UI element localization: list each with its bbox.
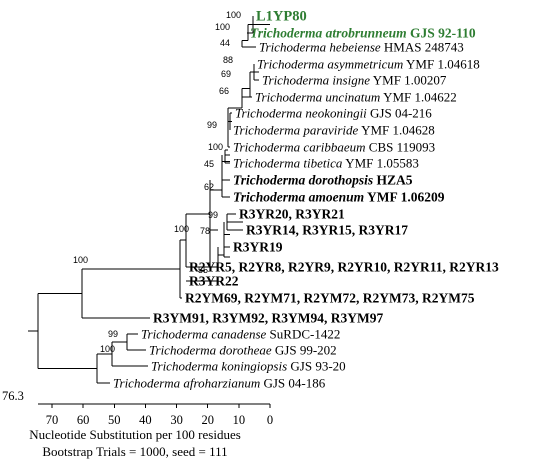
taxon-label-amoenum: Trichoderma amoenum YMF 1.06209 (233, 190, 445, 205)
bootstrap-value: 99 (208, 210, 218, 220)
axis-tick-label: 70 (46, 413, 59, 427)
taxon-label-R2YM69: R2YM69, R2YM71, R2YM72, R2YM73, R2YM75 (185, 291, 475, 306)
bootstrap-value: 44 (220, 38, 230, 48)
taxon-label-uncinatum: Trichoderma uncinatum YMF 1.04622 (255, 90, 457, 105)
bootstrap-value: 99 (207, 120, 217, 130)
taxon-label-dorothopsis: Trichoderma dorothopsis HZA5 (233, 173, 413, 188)
bootstrap-value: 66 (219, 86, 229, 96)
bootstrap-value: 69 (221, 69, 231, 79)
taxon-label-L1YP80: L1YP80 (256, 9, 307, 25)
taxon-label-paraviride: Trichoderma paraviride YMF 1.04628 (233, 123, 435, 138)
tree-branches (28, 16, 270, 384)
bootstrap-value: 100 (73, 255, 88, 265)
axis-tick-label: 0 (267, 413, 273, 427)
taxon-label-tibetica: Trichoderma tibetica YMF 1.05583 (233, 156, 419, 171)
taxon-label-dorotheae: Trichoderma dorotheae GJS 99-202 (149, 343, 337, 358)
taxon-label-R3YR19: R3YR19 (233, 240, 283, 255)
taxon-label-insigne: Trichoderma insigne YMF 1.00207 (262, 73, 447, 88)
taxon-label-koningiopsis: Trichoderma koningiopsis GJS 93-20 (151, 359, 346, 374)
bootstrap-value: 78 (200, 226, 210, 236)
taxon-label-R2YR5: R2YR5, R2YR8, R2YR9, R2YR10, R2YR11, R2Y… (189, 260, 499, 275)
taxon-label-R3YR20: R3YR20, R3YR21 (239, 207, 345, 222)
bootstrap-value: 100 (226, 10, 241, 20)
bootstrap-values: 100 100 44 88 69 66 99 100 45 62 99 78 55 100 100 99 100 (73, 10, 241, 354)
bootstrap-value: 55 (198, 265, 208, 275)
taxon-label-R3YM91: R3YM91, R3YM92, R3YM94, R3YM97 (153, 311, 383, 326)
taxon-label-asymmetricum: Trichoderma asymmetricum YMF 1.04618 (257, 57, 480, 72)
bootstrap-value: 100 (174, 224, 189, 234)
taxon-label-hebeiense: Trichoderma hebeiense HMAS 248743 (259, 40, 464, 55)
axis-tick-label: 60 (77, 413, 90, 427)
axis-caption: Nucleotide Substitution per 100 residues (29, 427, 241, 442)
axis-tick-label: 10 (233, 413, 246, 427)
axis-tick-label: 20 (201, 413, 214, 427)
axis-tick-label: 40 (139, 413, 152, 427)
distance-axis: 70 60 50 40 30 20 10 0 (38, 403, 273, 427)
bootstrap-caption: Bootstrap Trials = 1000, seed = 111 (42, 444, 228, 459)
bootstrap-value: 99 (108, 329, 118, 339)
bootstrap-value: 62 (204, 182, 214, 192)
bootstrap-value: 100 (215, 22, 230, 32)
taxon-label-R3YR22: R3YR22 (189, 274, 239, 289)
taxon-label-canadense: Trichoderma canadense SuRDC-1422 (141, 327, 340, 342)
bootstrap-value: 100 (100, 344, 115, 354)
bootstrap-value: 100 (208, 142, 223, 152)
taxon-label-atrobrunneum: Trichoderma atrobrunneum GJS 92-110 (250, 26, 476, 41)
bootstrap-value: 45 (204, 159, 214, 169)
bootstrap-value: 88 (223, 55, 233, 65)
axis-tick-label: 30 (170, 413, 183, 427)
taxon-label-neokoningii: Trichoderma neokoningii GJS 04-216 (235, 106, 432, 121)
taxon-label-caribbaeum: Trichoderma caribbaeum CBS 119093 (233, 140, 435, 155)
taxon-label-afroharzianum: Trichoderma afroharzianum GJS 04-186 (113, 376, 326, 391)
axis-tick-label: 50 (108, 413, 121, 427)
root-distance-label: 76.3 (2, 389, 24, 403)
taxon-label-R3YR14: R3YR14, R3YR15, R3YR17 (246, 223, 408, 238)
